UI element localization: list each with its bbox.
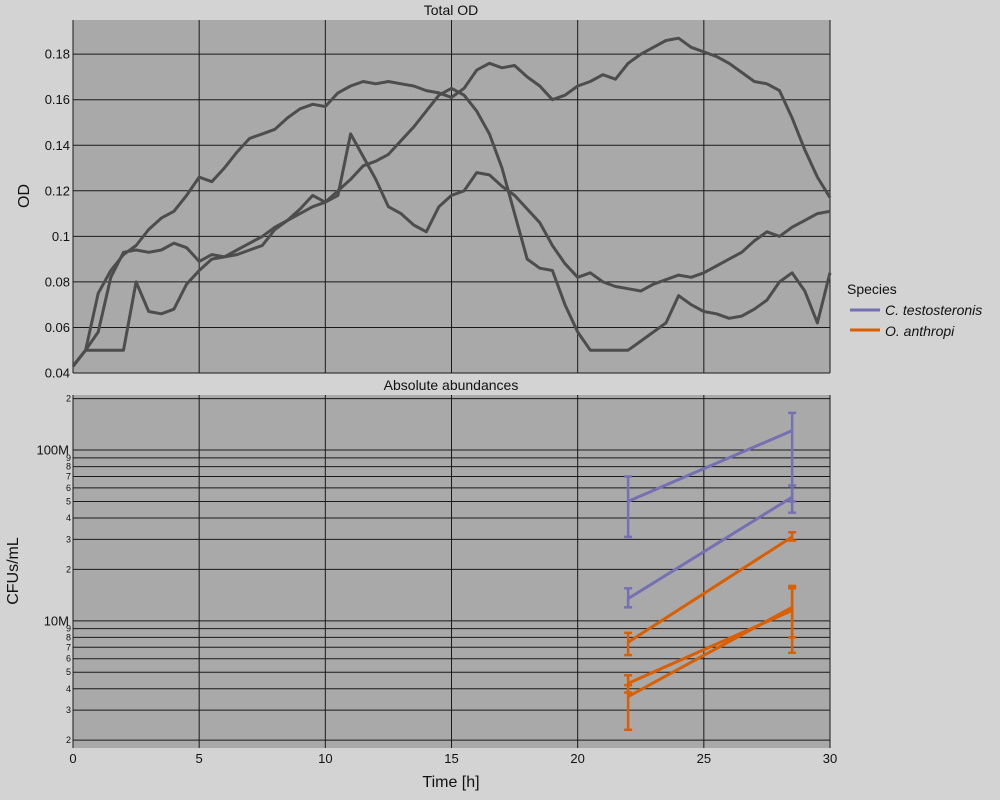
od-y-tick-label: 0.16 (45, 92, 70, 107)
abundance-series-2 (624, 484, 797, 609)
legend-label-c-testosteronis: C. testosteronis (885, 302, 982, 318)
x-tick-label: 20 (570, 751, 584, 766)
abundance-minor-tick-label: 4 (66, 684, 71, 694)
od-y-tick-label: 0.08 (45, 274, 70, 289)
abundance-major-tick-label: 100M (36, 443, 69, 458)
abundance-gridlines (72, 395, 831, 748)
abundance-minor-tick-label: 9 (66, 453, 71, 463)
abundance-minor-tick-label: 5 (66, 496, 71, 506)
x-axis-label: Time [h] (422, 774, 479, 791)
od-y-tick-label: 0.12 (45, 183, 70, 198)
x-tick-label: 10 (318, 751, 332, 766)
od-y-tick-labels: 0.04 0.06 0.08 0.1 0.12 0.14 0.16 0.18 (45, 47, 70, 381)
x-tick-label: 5 (196, 751, 203, 766)
legend: Species C. testosteronis O. anthropi (847, 281, 982, 339)
od-chart-title: Total OD (424, 2, 478, 18)
abundance-minor-tick-label: 8 (66, 632, 71, 642)
od-y-tick-label: 0.14 (45, 138, 70, 153)
od-series-line-3 (71, 132, 831, 368)
od-series (71, 36, 832, 368)
od-series-line-2 (71, 36, 832, 368)
od-series-line-1 (71, 86, 832, 368)
od-y-tick-label: 0.06 (45, 320, 70, 335)
abundance-minor-tick-label: 6 (66, 483, 71, 493)
abundance-minor-tick-label: 2 (66, 564, 71, 574)
legend-title: Species (847, 281, 897, 297)
abundance-series-line (627, 535, 793, 644)
abundance-minor-tick-label: 3 (66, 705, 71, 715)
abundance-series-3 (624, 531, 797, 657)
abundance-minor-tick-label: 2 (66, 394, 71, 404)
abundance-series-5 (624, 584, 797, 732)
x-tick-label: 15 (444, 751, 458, 766)
abundance-series-line (627, 495, 793, 600)
od-y-tick-label: 0.04 (45, 366, 70, 381)
abundance-minor-tick-label: 9 (66, 624, 71, 634)
abundance-minor-tick-label: 2 (66, 735, 71, 745)
od-y-axis-label: OD (16, 184, 33, 208)
x-tick-label: 30 (823, 751, 837, 766)
abundance-chart-title: Absolute abundances (384, 377, 519, 393)
abundance-minor-tick-label: 5 (66, 667, 71, 677)
x-tick-label: 25 (697, 751, 711, 766)
od-y-tick-label: 0.1 (52, 229, 70, 244)
abundance-minor-tick-label: 7 (66, 471, 71, 481)
x-tick-label: 0 (69, 751, 76, 766)
abundance-minor-tick-label: 3 (66, 534, 71, 544)
legend-label-o-anthropi: O. anthropi (885, 323, 955, 339)
abundance-minor-tick-label: 8 (66, 462, 71, 472)
abundance-minor-tick-label: 4 (66, 513, 71, 523)
od-y-tick-label: 0.18 (45, 47, 70, 62)
abundance-series (624, 411, 797, 732)
abundance-series-line (627, 429, 793, 503)
abundance-series-line (627, 605, 793, 698)
abundance-minor-tick-label: 7 (66, 642, 71, 652)
abundance-y-axis-label: CFUs/mL (5, 537, 22, 605)
od-panel: 0.04 0.06 0.08 0.1 0.12 0.14 0.16 0.18 Total OD… (16, 2, 832, 381)
x-tick-labels: 0 5 10 15 20 25 30 (69, 751, 837, 766)
abundance-major-tick-label: 10M (44, 613, 69, 628)
abundance-minor-tick-label: 6 (66, 654, 71, 664)
